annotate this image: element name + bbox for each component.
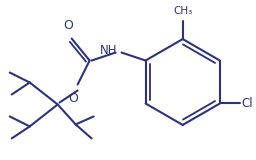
Text: O: O xyxy=(69,92,79,105)
Text: CH₃: CH₃ xyxy=(173,6,192,16)
Text: NH: NH xyxy=(100,44,118,57)
Text: Cl: Cl xyxy=(242,97,253,110)
Text: O: O xyxy=(64,19,73,32)
